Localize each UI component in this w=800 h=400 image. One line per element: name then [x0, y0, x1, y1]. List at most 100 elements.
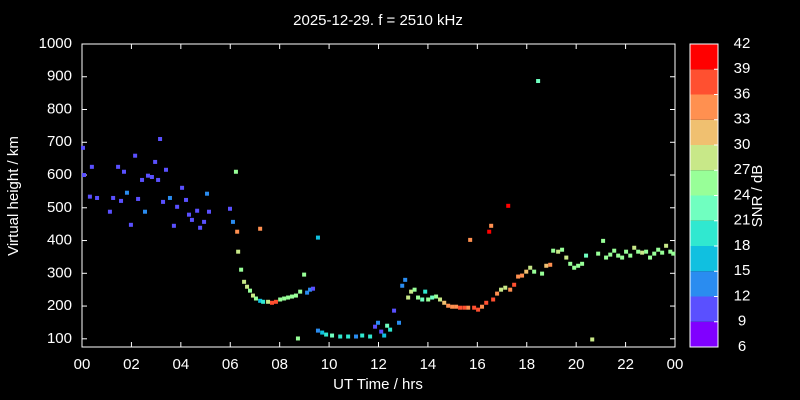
- colorbar-swatch: [690, 44, 718, 70]
- data-point: [426, 297, 431, 302]
- data-point: [80, 145, 85, 150]
- data-point: [186, 212, 191, 217]
- y-tick-label: 500: [47, 199, 72, 216]
- y-tick-label: 600: [47, 166, 72, 183]
- data-point: [462, 305, 467, 310]
- data-point: [298, 289, 303, 294]
- data-point: [640, 250, 645, 255]
- data-point: [472, 305, 477, 310]
- data-point: [136, 196, 141, 201]
- data-point: [111, 195, 116, 200]
- data-point: [320, 330, 325, 335]
- data-point: [430, 295, 435, 300]
- colorbar-tick-label: 6: [738, 338, 746, 355]
- data-point: [656, 247, 661, 252]
- data-point: [253, 296, 258, 301]
- data-point: [180, 185, 185, 190]
- colorbar-swatch: [690, 220, 718, 246]
- data-point: [508, 287, 513, 292]
- data-point: [551, 248, 556, 253]
- data-point: [388, 327, 393, 332]
- data-point: [601, 238, 606, 243]
- data-point: [438, 297, 443, 302]
- data-point: [516, 274, 521, 279]
- y-axis-label: Virtual height / km: [5, 136, 22, 256]
- data-point: [434, 294, 439, 299]
- data-point: [506, 203, 511, 208]
- data-point: [568, 261, 573, 266]
- data-point: [487, 229, 492, 234]
- data-point: [572, 265, 577, 270]
- data-point: [143, 209, 148, 214]
- data-point: [149, 174, 154, 179]
- data-point: [189, 217, 194, 222]
- data-point: [171, 223, 176, 228]
- data-point: [484, 300, 489, 305]
- data-point: [228, 206, 233, 211]
- y-tick-label: 800: [47, 100, 72, 117]
- data-point: [495, 291, 500, 296]
- data-point: [382, 333, 387, 338]
- data-point: [258, 226, 263, 231]
- data-point: [499, 287, 504, 292]
- data-point: [628, 253, 633, 258]
- colorbar-tick-label: 36: [734, 85, 751, 102]
- data-point: [266, 299, 271, 304]
- x-tick-label: 20: [568, 356, 585, 373]
- data-point: [403, 277, 408, 282]
- data-point: [584, 253, 589, 258]
- colorbar-swatch: [690, 145, 718, 171]
- data-point: [528, 265, 533, 270]
- data-point: [648, 255, 653, 260]
- data-point: [442, 300, 447, 305]
- data-point: [235, 229, 240, 234]
- x-tick-label: 00: [667, 356, 684, 373]
- data-point: [175, 204, 180, 209]
- data-point: [273, 299, 278, 304]
- data-point: [608, 252, 613, 257]
- data-point: [468, 237, 473, 242]
- data-point: [458, 305, 463, 310]
- data-point: [612, 248, 617, 253]
- data-point: [311, 286, 316, 291]
- colorbar-swatch: [690, 94, 718, 120]
- data-point: [128, 222, 133, 227]
- data-point: [524, 269, 529, 274]
- x-tick-label: 12: [370, 356, 387, 373]
- data-point: [207, 209, 212, 214]
- data-point: [446, 303, 451, 308]
- plot-frame: [81, 43, 676, 348]
- colorbar-swatch: [690, 119, 718, 145]
- data-point: [202, 219, 207, 224]
- data-point: [616, 253, 621, 258]
- data-point: [423, 289, 428, 294]
- colorbar-swatch: [690, 246, 718, 272]
- data-point: [107, 209, 112, 214]
- data-point: [590, 337, 595, 342]
- colorbar-tick-label: 18: [734, 237, 751, 254]
- data-point: [644, 249, 649, 254]
- data-point: [354, 334, 359, 339]
- data-point: [620, 255, 625, 260]
- data-point: [360, 333, 365, 338]
- data-point: [346, 334, 351, 339]
- data-point: [95, 195, 100, 200]
- data-point: [258, 298, 263, 303]
- data-point: [245, 284, 250, 289]
- chart-title: 2025-12-29. f = 2510 kHz: [293, 12, 463, 29]
- data-point: [167, 195, 172, 200]
- data-point: [248, 288, 253, 293]
- data-point: [664, 243, 669, 248]
- colorbar-swatch: [690, 69, 718, 95]
- colorbar-tick-label: 15: [734, 262, 751, 279]
- data-point: [270, 300, 275, 305]
- data-point: [416, 295, 421, 300]
- data-point: [580, 261, 585, 266]
- data-point: [406, 295, 411, 300]
- data-point: [338, 334, 343, 339]
- data-point: [466, 305, 471, 310]
- data-point: [164, 167, 169, 172]
- data-point: [156, 177, 161, 182]
- data-point: [184, 197, 189, 202]
- colorbar-tick-label: 39: [734, 60, 751, 77]
